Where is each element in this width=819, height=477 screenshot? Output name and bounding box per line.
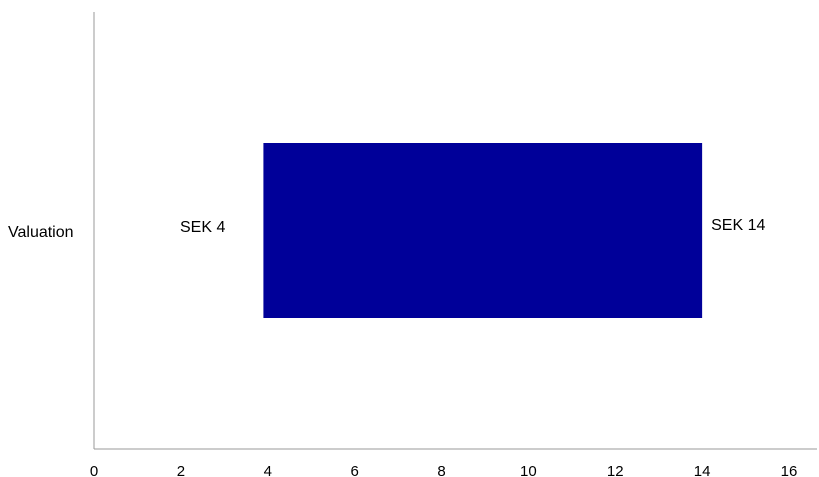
x-tick-label: 2 bbox=[177, 463, 185, 477]
x-tick-label: 12 bbox=[607, 463, 624, 477]
low-value-label: SEK 4 bbox=[180, 219, 225, 236]
category-label: Valuation bbox=[8, 224, 74, 241]
x-tick-label: 8 bbox=[437, 463, 445, 477]
x-tick-label: 4 bbox=[264, 463, 272, 477]
x-tick-labels: 0 2 4 6 8 10 12 14 16 bbox=[90, 463, 798, 477]
x-tick-label: 6 bbox=[350, 463, 358, 477]
x-tick-label: 0 bbox=[90, 463, 98, 477]
x-tick-label: 16 bbox=[781, 463, 798, 477]
high-value-label: SEK 14 bbox=[711, 217, 765, 234]
x-tick-label: 14 bbox=[694, 463, 711, 477]
valuation-range-bar bbox=[263, 143, 703, 318]
x-tick-label: 10 bbox=[520, 463, 537, 477]
